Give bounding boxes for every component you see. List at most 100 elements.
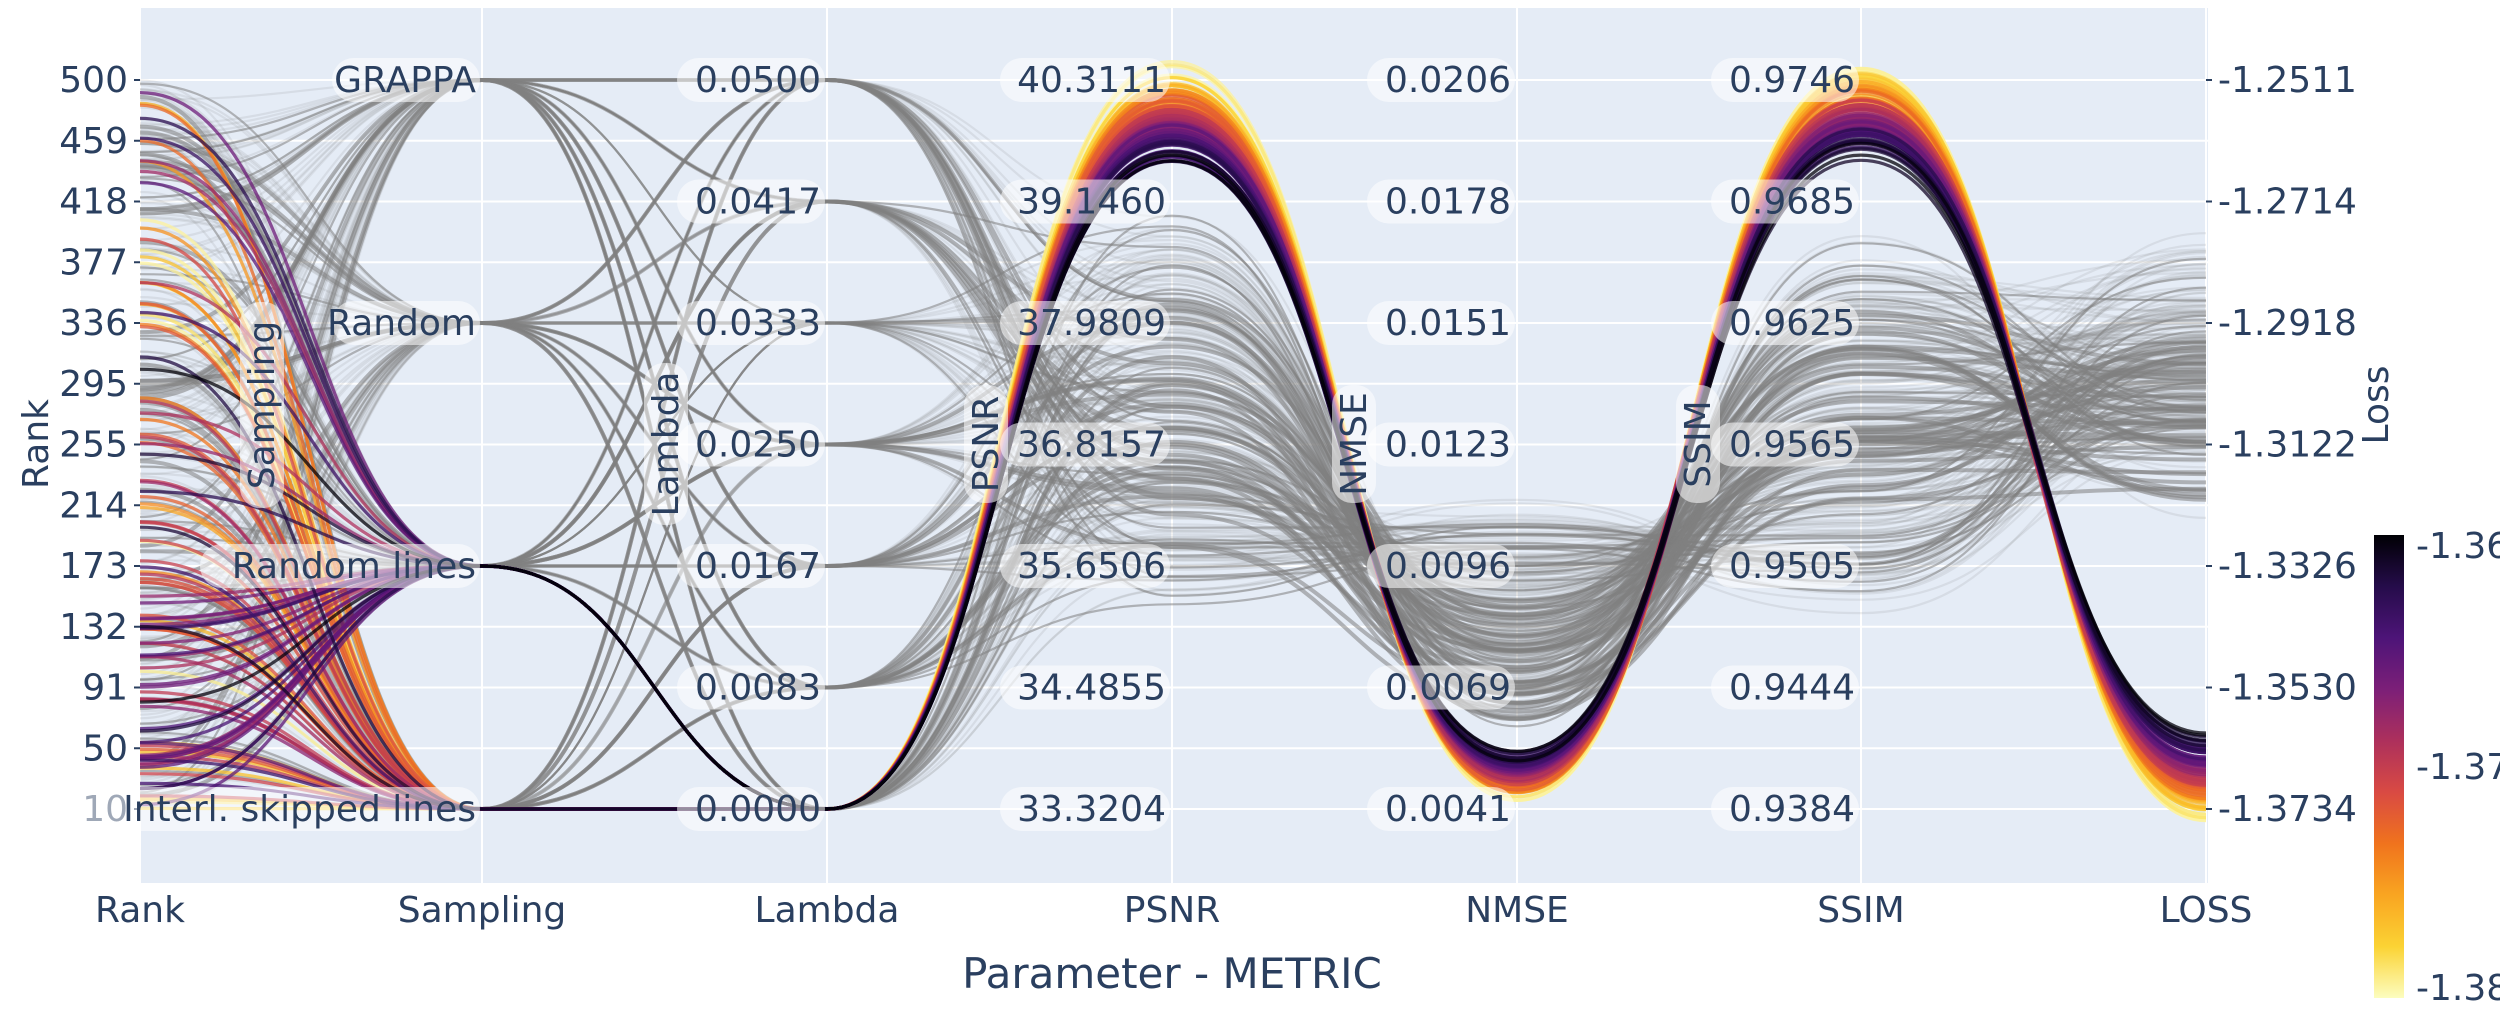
tick-label-halo: [1000, 422, 1170, 467]
tick-label-halo: [677, 301, 825, 345]
axis-tick-label: 0.0096: [1385, 546, 1511, 587]
axis-name-label: SSIM: [1817, 890, 1904, 931]
axis-vertical-title: Sampling: [242, 321, 283, 490]
vertical-title-halo: [240, 302, 284, 508]
axis-tick-label: 0.9746: [1729, 60, 1855, 101]
axis-tick-label: Random lines: [232, 546, 476, 587]
tick-label-halo: [1367, 301, 1515, 345]
vertical-title-halo: [1332, 385, 1376, 503]
axis-tick-label: 255: [59, 425, 128, 466]
colorbar: Loss -1.36 -1.37 -1.38: [2356, 366, 2500, 1009]
axis-tick-label: Interl. skipped lines: [123, 789, 476, 830]
colorbar-tick-label: -1.38: [2416, 968, 2500, 1009]
axis-tick-label: 0.0083: [695, 668, 821, 709]
axis-tick-label: GRAPPA: [334, 60, 476, 101]
tick-label-halo: [1000, 58, 1170, 102]
tick-label-halo: [1711, 179, 1859, 224]
axis-tick-label: 33.3204: [1017, 789, 1166, 830]
axis-tick-label: 0.0041: [1385, 789, 1511, 830]
axis-tick-label: 0.9384: [1729, 789, 1855, 830]
axis-tick-label: 37.9809: [1017, 303, 1166, 344]
axis-tick-label: 173: [59, 546, 128, 587]
tick-label-halo: [332, 58, 480, 102]
axis-name-label: LOSS: [2160, 890, 2253, 931]
axis-tick-label: -1.2918: [2218, 303, 2357, 344]
axis-tick-label: -1.3326: [2218, 546, 2357, 587]
tick-label-halo: [1000, 179, 1170, 224]
axis-tick-label: Random: [327, 303, 476, 344]
colorbar-tick-label: -1.37: [2416, 747, 2500, 788]
tick-label-halo: [1367, 544, 1515, 588]
axis-tick-label: 0.9505: [1729, 546, 1855, 587]
tick-label-halo: [1367, 665, 1515, 710]
axis-vertical-title: Rank: [16, 399, 57, 489]
colored-lines: [140, 59, 2207, 823]
axis-tick-label: 0.0000: [695, 789, 821, 830]
axis-vertical-title: Lambda: [646, 372, 687, 517]
axis-tick-label: 0.0206: [1385, 60, 1511, 101]
axis-tick-label: 0.0250: [695, 425, 821, 466]
axis-tick-label: 418: [59, 182, 128, 223]
tick-label-halo: [1367, 787, 1515, 831]
tick-label-halo: [1711, 544, 1859, 588]
axis-tick-label: 0.0178: [1385, 182, 1511, 223]
axis-name-label: Lambda: [755, 890, 900, 931]
axis-tick-label: -1.2714: [2218, 182, 2357, 223]
axis-tick-label: 0.0333: [695, 303, 821, 344]
axis-name-label: NMSE: [1465, 890, 1569, 931]
tick-label-halo: [2, 787, 480, 831]
tick-label-halo: [200, 544, 480, 588]
axis-tick-label: 459: [59, 121, 128, 162]
tick-label-halo: [1711, 301, 1859, 345]
axis-tick-label: 0.0500: [695, 60, 821, 101]
tick-label-halo: [1000, 544, 1170, 588]
tick-label-halo: [677, 179, 825, 224]
vertical-title-halo: [1676, 385, 1720, 503]
axis-tick-label: 0.9444: [1729, 668, 1855, 709]
axis-tick-label: 132: [59, 607, 128, 648]
axis-vertical-title: SSIM: [1678, 400, 1719, 487]
tick-label-halo: [1367, 422, 1515, 467]
tick-label-halo: [1711, 58, 1859, 102]
axis-vertical-title: NMSE: [1334, 392, 1375, 496]
colorbar-title: Loss: [2356, 366, 2397, 445]
axis-tick-label: -1.3122: [2218, 425, 2357, 466]
axis-tick-label: 336: [59, 303, 128, 344]
axis-tick-label: 500: [59, 60, 128, 101]
colorbar-tick-label: -1.36: [2416, 526, 2500, 567]
axis-tick-label: -1.3734: [2218, 789, 2357, 830]
axis-tick-label: 0.0417: [695, 182, 821, 223]
vertical-title-halo: [644, 363, 688, 525]
colorbar-bar: [2374, 535, 2404, 998]
tick-label-halo: [1711, 422, 1859, 467]
tick-label-halo: [1000, 787, 1170, 831]
axis-tick-label: 35.6506: [1017, 546, 1166, 587]
tick-label-halo: [1711, 787, 1859, 831]
colored-line: [140, 149, 2207, 811]
axis-tick-label: 0.0151: [1385, 303, 1511, 344]
axis-tick-label: 36.8157: [1017, 425, 1166, 466]
axis-tick-label: -1.3530: [2218, 668, 2357, 709]
axis-name-label: PSNR: [1124, 890, 1221, 931]
axes-layer: 500459418377336295255214173132915010Rank…: [2, 58, 2357, 931]
tick-label-halo: [677, 422, 825, 467]
axis-vertical-title: PSNR: [966, 396, 1007, 493]
axis-tick-label: 91: [82, 668, 128, 709]
tick-label-halo: [1000, 301, 1170, 345]
axis-tick-label: 39.1460: [1017, 182, 1166, 223]
axis-name-label: Rank: [95, 890, 185, 931]
axis-tick-label: -1.2511: [2218, 60, 2357, 101]
axis-tick-label: 34.4855: [1017, 668, 1166, 709]
tick-label-halo: [1711, 665, 1859, 710]
axis-tick-label: 214: [59, 485, 128, 526]
tick-label-halo: [1367, 58, 1515, 102]
axis-tick-label: 0.0069: [1385, 668, 1511, 709]
axis-name-label: Sampling: [398, 890, 567, 931]
tick-label-halo: [1367, 179, 1515, 224]
tick-label-halo: [677, 544, 825, 588]
axis-tick-label: 0.9685: [1729, 182, 1855, 223]
axis-tick-label: 377: [59, 242, 128, 283]
axis-tick-label: 0.9565: [1729, 425, 1855, 466]
axis-tick-label: 0.0167: [695, 546, 821, 587]
